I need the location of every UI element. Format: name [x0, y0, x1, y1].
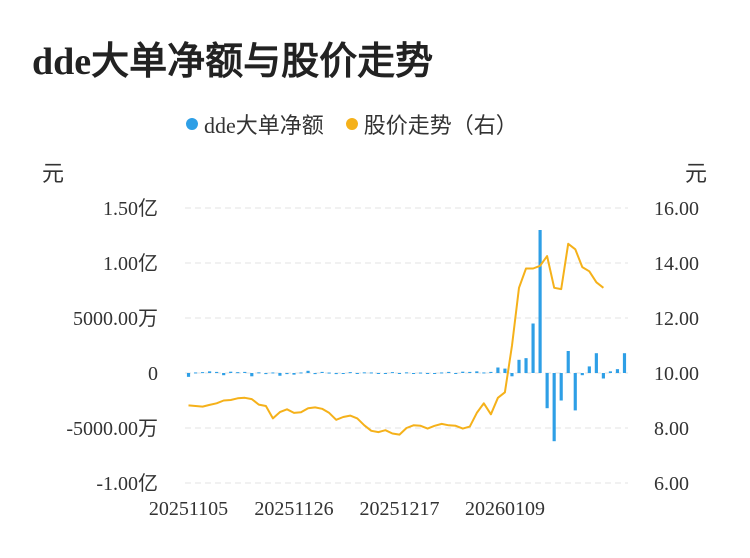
dde-bar — [236, 372, 240, 374]
dde-bar — [411, 373, 416, 374]
dde-bar — [348, 372, 352, 374]
dde-bar — [243, 371, 247, 373]
dde-bar — [426, 373, 430, 374]
dde-bar — [447, 371, 451, 373]
dde-bar — [383, 373, 387, 374]
dde-bar — [503, 368, 507, 373]
left-tick-label: -5000.00万 — [66, 418, 158, 440]
dde-bar — [587, 366, 591, 373]
x-tick-label: 20251126 — [254, 498, 333, 520]
right-tick-label: 14.00 — [654, 253, 699, 275]
right-tick-label: 6.00 — [654, 473, 689, 495]
dde-bar — [552, 373, 556, 442]
right-tick-label: 12.00 — [654, 308, 699, 330]
dde-bar — [306, 370, 310, 373]
dde-bar — [559, 373, 563, 401]
dde-bar — [200, 372, 205, 374]
left-tick-label: 1.00亿 — [103, 252, 158, 275]
dde-bar — [264, 373, 268, 375]
legend-item-price[interactable]: 股价走势（右） — [345, 108, 518, 140]
left-tick-label: 1.50亿 — [103, 197, 158, 220]
dde-bar — [397, 373, 402, 374]
dde-bar — [608, 371, 613, 373]
legend-dot-dde — [186, 118, 198, 130]
dde-bar — [193, 372, 198, 374]
dde-bar — [468, 371, 472, 373]
dde-bar — [208, 371, 212, 373]
dde-bar — [461, 371, 465, 373]
dde-bar — [510, 373, 514, 377]
dde-bar — [257, 372, 261, 374]
dde-bar — [229, 371, 233, 373]
dde-bar — [362, 372, 366, 374]
right-tick-label: 16.00 — [654, 198, 699, 220]
right-axis-unit: 元 — [685, 161, 708, 186]
dde-bar — [186, 373, 191, 377]
dde-bar — [285, 373, 289, 375]
legend-item-dde[interactable]: dde大单净额 — [186, 108, 324, 140]
dde-bar — [531, 323, 535, 373]
left-tick-label: -1.00亿 — [96, 472, 158, 495]
dde-bar — [320, 371, 324, 373]
dde-bar — [299, 372, 303, 374]
dde-bar — [622, 353, 627, 373]
dde-bar — [496, 367, 500, 373]
dde-bar — [334, 373, 338, 375]
dde-bar — [390, 372, 395, 374]
dde-bar — [341, 373, 345, 374]
dde-bar — [615, 369, 620, 373]
dde-bar — [418, 372, 423, 374]
dde-bar — [369, 372, 373, 374]
dde-bar — [271, 372, 275, 374]
dde-bar — [517, 359, 521, 373]
dde-bar — [355, 373, 359, 374]
dde-bar — [215, 371, 219, 373]
dde-bar — [489, 371, 493, 373]
dde-bar — [440, 372, 444, 374]
dde-bar — [601, 373, 605, 379]
right-tick-label: 10.00 — [654, 363, 699, 385]
dde-bar — [433, 373, 437, 374]
dde-bar — [524, 358, 528, 373]
right-tick-label: 8.00 — [654, 418, 689, 440]
legend: dde大单净额 股价走势（右） — [186, 110, 518, 138]
dde-bar — [250, 373, 254, 377]
price-line — [188, 242, 605, 436]
dde-bar — [594, 353, 598, 373]
dde-bar — [475, 371, 479, 373]
dde-bar — [454, 373, 458, 374]
dde-bar — [376, 373, 380, 374]
dde-bar — [566, 351, 570, 373]
dde-bar — [313, 373, 317, 375]
dde-bar — [538, 230, 542, 373]
left-tick-label: 5000.00万 — [73, 308, 158, 330]
x-tick-label: 20260109 — [465, 498, 545, 520]
x-tick-label: 20251217 — [359, 498, 439, 520]
dde-bar — [278, 373, 282, 376]
legend-dot-price — [345, 118, 358, 130]
dde-bar — [292, 373, 296, 375]
dde-bar — [580, 373, 584, 376]
dde-bar — [404, 372, 409, 374]
dde-bar — [545, 373, 549, 409]
page-title: dde大单净额与股价走势 — [32, 41, 434, 83]
dde-bar — [327, 372, 331, 374]
left-axis-unit: 元 — [42, 161, 65, 186]
x-tick-label: 20251105 — [149, 498, 228, 520]
left-tick-label: 0 — [148, 363, 158, 385]
legend-label-dde: dde大单净额 — [204, 113, 324, 138]
legend-label-price: 股价走势（右） — [363, 113, 518, 138]
dde-bar — [222, 373, 226, 376]
dde-bar — [482, 372, 486, 374]
dde-bar — [573, 373, 577, 411]
